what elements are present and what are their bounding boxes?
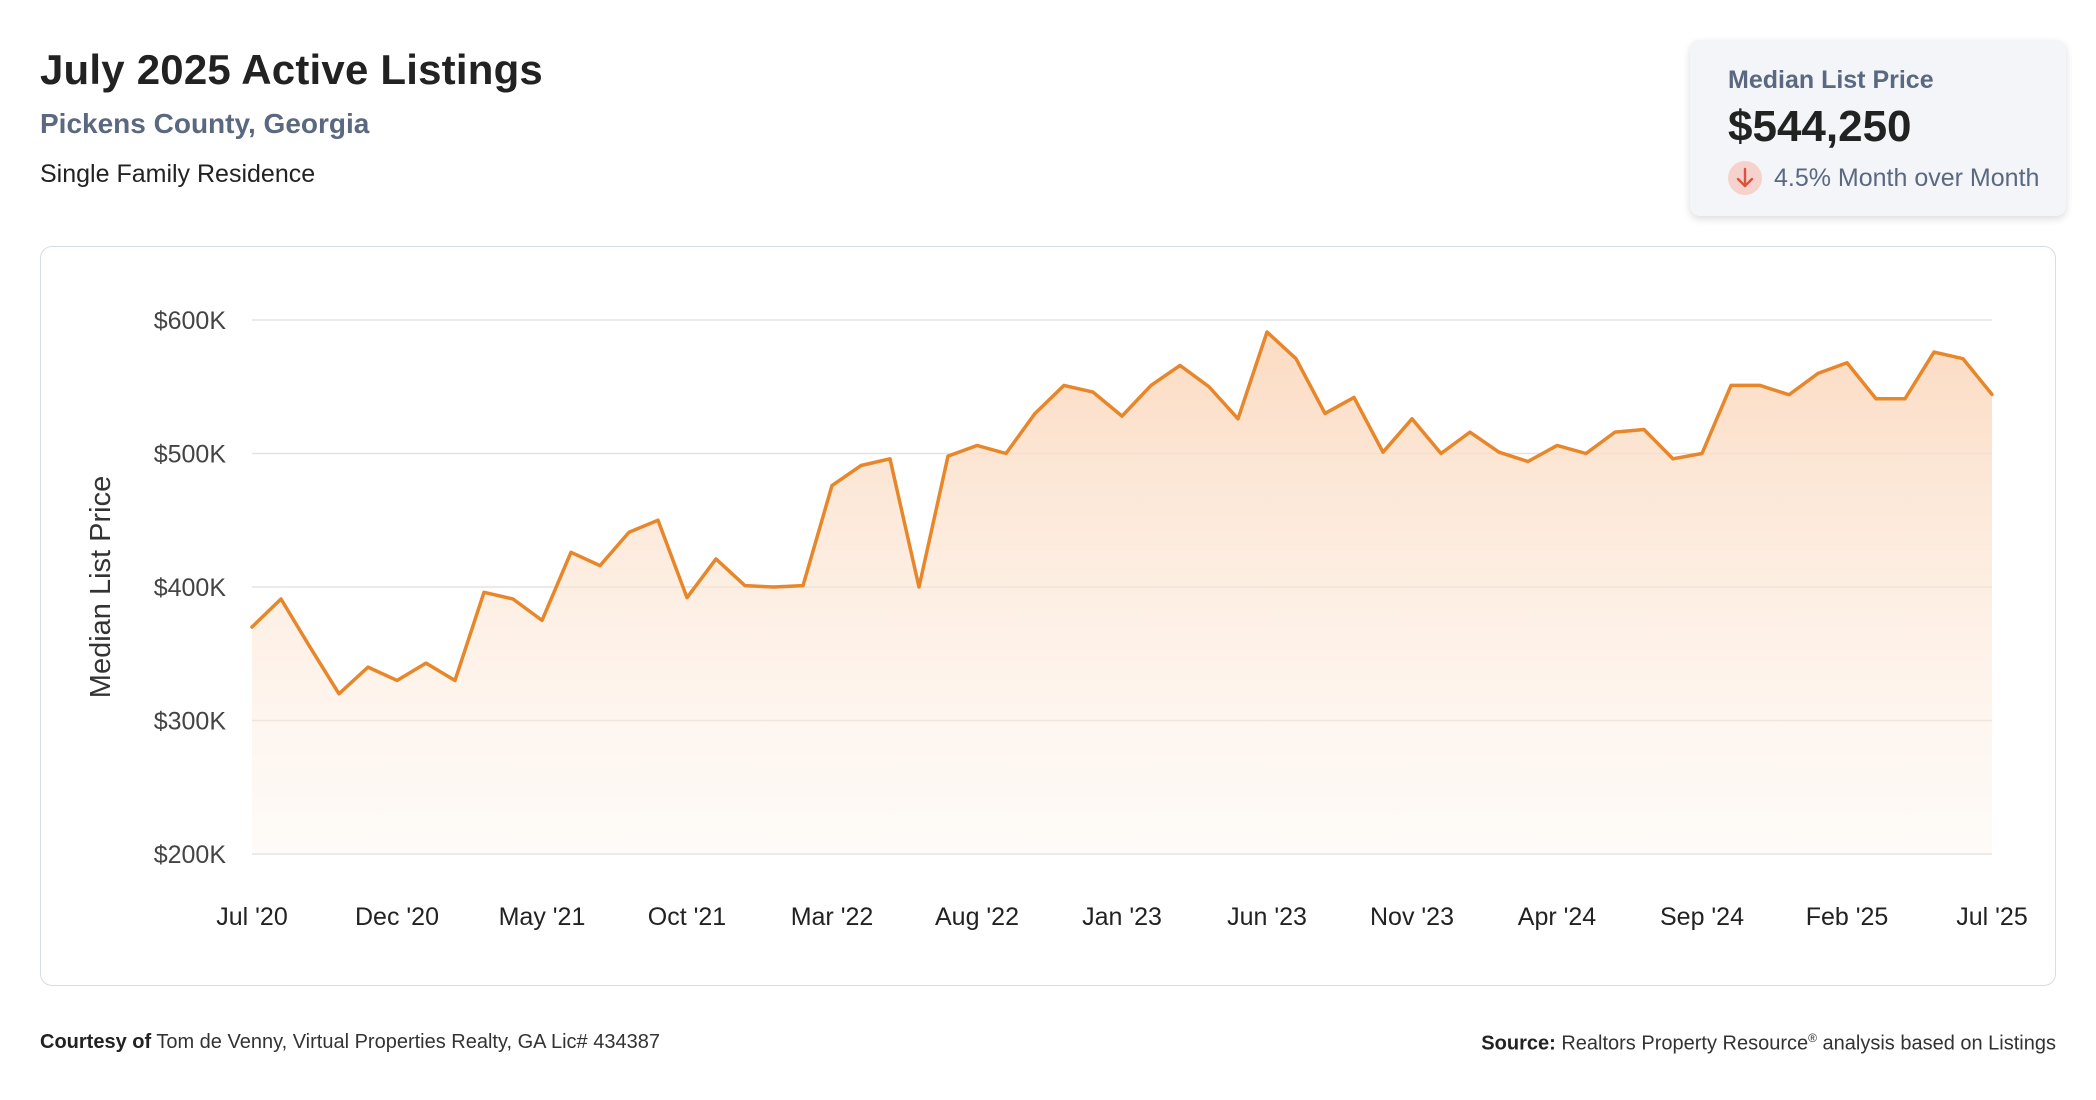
area-fill [252,332,1992,854]
stat-change-row: 4.5% Month over Month [1728,160,2039,196]
y-tick-label: $200K [154,841,227,869]
arrow-down-icon [1728,161,1762,195]
x-tick-label: Oct '21 [648,903,726,931]
page-title: July 2025 Active Listings [40,46,543,93]
median-price-card: Median List Price $544,250 4.5% Month ov… [1690,40,2066,216]
x-tick-label: Feb '25 [1806,903,1889,931]
chart-panel: $200K $300K $400K $500K $600K Jul '20 Dec '20… [40,246,2056,986]
property-type: Single Family Residence [40,160,316,188]
footer-source: Source: Realtors Property Resource® anal… [1481,1031,2056,1056]
x-tick-label: Aug '22 [935,903,1019,931]
y-axis-label: Median List Price [85,476,117,698]
stat-label: Median List Price [1728,66,1934,94]
x-tick-label: Nov '23 [1370,903,1454,931]
x-tick-label: May '21 [499,903,586,931]
x-tick-label: Jan '23 [1082,903,1162,931]
stat-value: $544,250 [1728,102,1912,151]
courtesy-label: Courtesy of [40,1031,152,1053]
y-tick-label: $500K [154,441,227,469]
source-text: Realtors Property Resource [1561,1032,1809,1055]
x-tick-label: Jun '23 [1227,903,1307,931]
x-tick-label: Apr '24 [1518,903,1597,931]
x-tick-label: Sep '24 [1660,903,1744,931]
courtesy-text: Tom de Venny, Virtual Properties Realty,… [156,1031,660,1053]
footer-courtesy: Courtesy of Tom de Venny, Virtual Proper… [40,1031,660,1054]
y-tick-label: $300K [154,708,227,736]
x-tick-label: Mar '22 [791,903,874,931]
registered-mark: ® [1808,1031,1817,1045]
source-suffix: analysis based on Listings [1822,1032,2056,1055]
y-tick-label: $400K [154,574,227,602]
source-label: Source: [1481,1032,1556,1055]
x-tick-label: Jul '20 [216,903,287,931]
stat-change-text: 4.5% Month over Month [1774,163,2040,192]
x-tick-label: Jul '25 [1956,903,2027,931]
y-tick-label: $600K [154,307,227,335]
location-subtitle: Pickens County, Georgia [40,108,370,139]
series-line [250,330,1994,696]
x-tick-label: Dec '20 [355,903,439,931]
median-price-chart: $200K $300K $400K $500K $600K Jul '20 Dec '20… [85,307,2028,931]
